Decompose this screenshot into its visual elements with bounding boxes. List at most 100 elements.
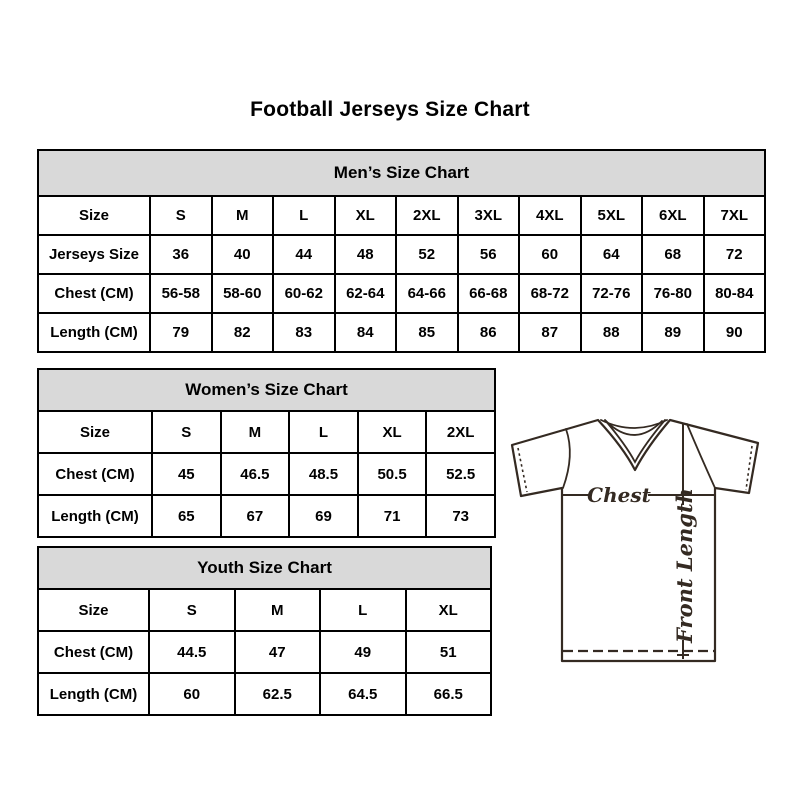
size-value-cell: 72-76 — [579, 273, 643, 314]
size-value-cell: S — [151, 410, 222, 454]
size-value-cell: 67 — [219, 494, 291, 538]
page-title: Football Jerseys Size Chart — [250, 98, 530, 121]
youth-size-table: Youth Size Chart Size S M L XL Chest (CM) 44.5… — [37, 546, 492, 716]
table-row: Length (CM) 65 67 69 71 73 — [37, 494, 496, 538]
womens-table-title: Women’s Size Chart — [37, 368, 496, 412]
left-cuff-stitch-line — [517, 447, 528, 493]
womens-size-table: Women’s Size Chart Size S M L XL 2XL Chest (CM… — [37, 368, 496, 538]
size-value-cell: 5XL — [579, 195, 643, 236]
size-value-cell: 64-66 — [395, 273, 459, 314]
size-value-cell: 71 — [356, 494, 428, 538]
row-label-cell: Length (CM) — [37, 312, 151, 353]
size-value-cell: 84 — [333, 312, 397, 353]
size-value-cell: 68-72 — [518, 273, 582, 314]
size-value-cell: 86 — [456, 312, 520, 353]
row-label-cell: Size — [37, 588, 150, 632]
table-row: Chest (CM) 44.5 47 49 51 — [37, 630, 492, 674]
size-value-cell: 47 — [233, 630, 321, 674]
row-label-cell: Chest (CM) — [37, 273, 151, 314]
table-row: Length (CM) 79 82 83 84 85 86 87 88 89 90 — [37, 312, 766, 353]
size-value-cell: M — [210, 195, 274, 236]
womens-table-body: Size S M L XL 2XL Chest (CM) 45 46.5 48.5 50.5 52.5… — [37, 410, 496, 538]
size-value-cell: 58-60 — [210, 273, 274, 314]
size-value-cell: 2XL — [425, 410, 496, 454]
size-value-cell: 3XL — [456, 195, 520, 236]
size-value-cell: 60-62 — [272, 273, 336, 314]
size-value-cell: S — [148, 588, 236, 632]
size-value-cell: 36 — [149, 234, 213, 275]
size-value-cell: 44.5 — [148, 630, 236, 674]
size-value-cell: 80-84 — [702, 273, 766, 314]
size-value-cell: 50.5 — [356, 452, 428, 496]
row-label-cell: Chest (CM) — [37, 452, 153, 496]
size-value-cell: L — [272, 195, 336, 236]
size-value-cell: 83 — [272, 312, 336, 353]
row-label-cell: Size — [37, 195, 151, 236]
size-value-cell: 44 — [272, 234, 336, 275]
size-value-cell: 62.5 — [233, 672, 321, 716]
row-label-cell: Jerseys Size — [37, 234, 151, 275]
chest-label: Chest — [587, 483, 651, 507]
size-value-cell: 52 — [395, 234, 459, 275]
size-value-cell: 48 — [333, 234, 397, 275]
front-length-label: Front Length — [672, 488, 697, 644]
right-sleeve-seam — [686, 423, 716, 489]
jersey-outline — [510, 418, 760, 663]
table-row: Size S M L XL 2XL — [37, 410, 496, 454]
size-value-cell: XL — [404, 588, 492, 632]
table-row: Jerseys Size 36 40 44 48 52 56 60 64 68 72 — [37, 234, 766, 275]
size-value-cell: 48.5 — [288, 452, 359, 496]
collar-back-arc-inner — [605, 420, 663, 436]
row-label-cell: Size — [37, 410, 153, 454]
size-value-cell: 7XL — [702, 195, 766, 236]
mens-table-title: Men’s Size Chart — [37, 149, 766, 197]
mens-size-table: Men’s Size Chart Size S M L XL 2XL 3XL 4XL 5XL 6X… — [37, 149, 766, 353]
jersey-measurement-diagram: Chest Front Length — [510, 418, 760, 663]
mens-table-body: Size S M L XL 2XL 3XL 4XL 5XL 6XL 7XL Jerseys Size 3… — [37, 195, 766, 353]
size-value-cell: L — [319, 588, 407, 632]
size-value-cell: 46.5 — [219, 452, 291, 496]
size-value-cell: 45 — [151, 452, 222, 496]
size-value-cell: 2XL — [395, 195, 459, 236]
size-value-cell: 87 — [518, 312, 582, 353]
size-value-cell: 51 — [404, 630, 492, 674]
size-value-cell: 60 — [148, 672, 236, 716]
size-value-cell: 73 — [425, 494, 496, 538]
size-value-cell: 65 — [151, 494, 222, 538]
row-label-cell: Length (CM) — [37, 672, 150, 716]
table-header-row: Youth Size Chart — [37, 546, 492, 590]
size-value-cell: 66-68 — [456, 273, 520, 314]
size-value-cell: M — [233, 588, 321, 632]
size-value-cell: 89 — [641, 312, 705, 353]
table-row: Size S M L XL 2XL 3XL 4XL 5XL 6XL 7XL — [37, 195, 766, 236]
size-value-cell: 66.5 — [404, 672, 492, 716]
size-value-cell: L — [288, 410, 359, 454]
size-value-cell: 82 — [210, 312, 274, 353]
size-value-cell: 60 — [518, 234, 582, 275]
size-value-cell: XL — [333, 195, 397, 236]
table-row: Chest (CM) 45 46.5 48.5 50.5 52.5 — [37, 452, 496, 496]
table-row: Length (CM) 60 62.5 64.5 66.5 — [37, 672, 492, 716]
table-header-row: Women’s Size Chart — [37, 368, 496, 412]
size-value-cell: 68 — [641, 234, 705, 275]
table-row: Size S M L XL — [37, 588, 492, 632]
row-label-cell: Length (CM) — [37, 494, 153, 538]
size-value-cell: XL — [356, 410, 428, 454]
size-value-cell: 4XL — [518, 195, 582, 236]
size-value-cell: 76-80 — [641, 273, 705, 314]
size-value-cell: 40 — [210, 234, 274, 275]
collar-v-inner-line — [604, 419, 666, 464]
youth-table-title: Youth Size Chart — [37, 546, 492, 590]
right-cuff-stitch-line — [745, 445, 753, 491]
size-value-cell: 72 — [702, 234, 766, 275]
left-sleeve-seam — [562, 428, 571, 489]
size-value-cell: 90 — [702, 312, 766, 353]
size-value-cell: 64.5 — [319, 672, 407, 716]
size-value-cell: 69 — [288, 494, 359, 538]
size-value-cell: 64 — [579, 234, 643, 275]
size-value-cell: 49 — [319, 630, 407, 674]
youth-table-body: Size S M L XL Chest (CM) 44.5 47 49 51 Length (CM)… — [37, 588, 492, 716]
size-value-cell: 88 — [579, 312, 643, 353]
size-value-cell: 56 — [456, 234, 520, 275]
